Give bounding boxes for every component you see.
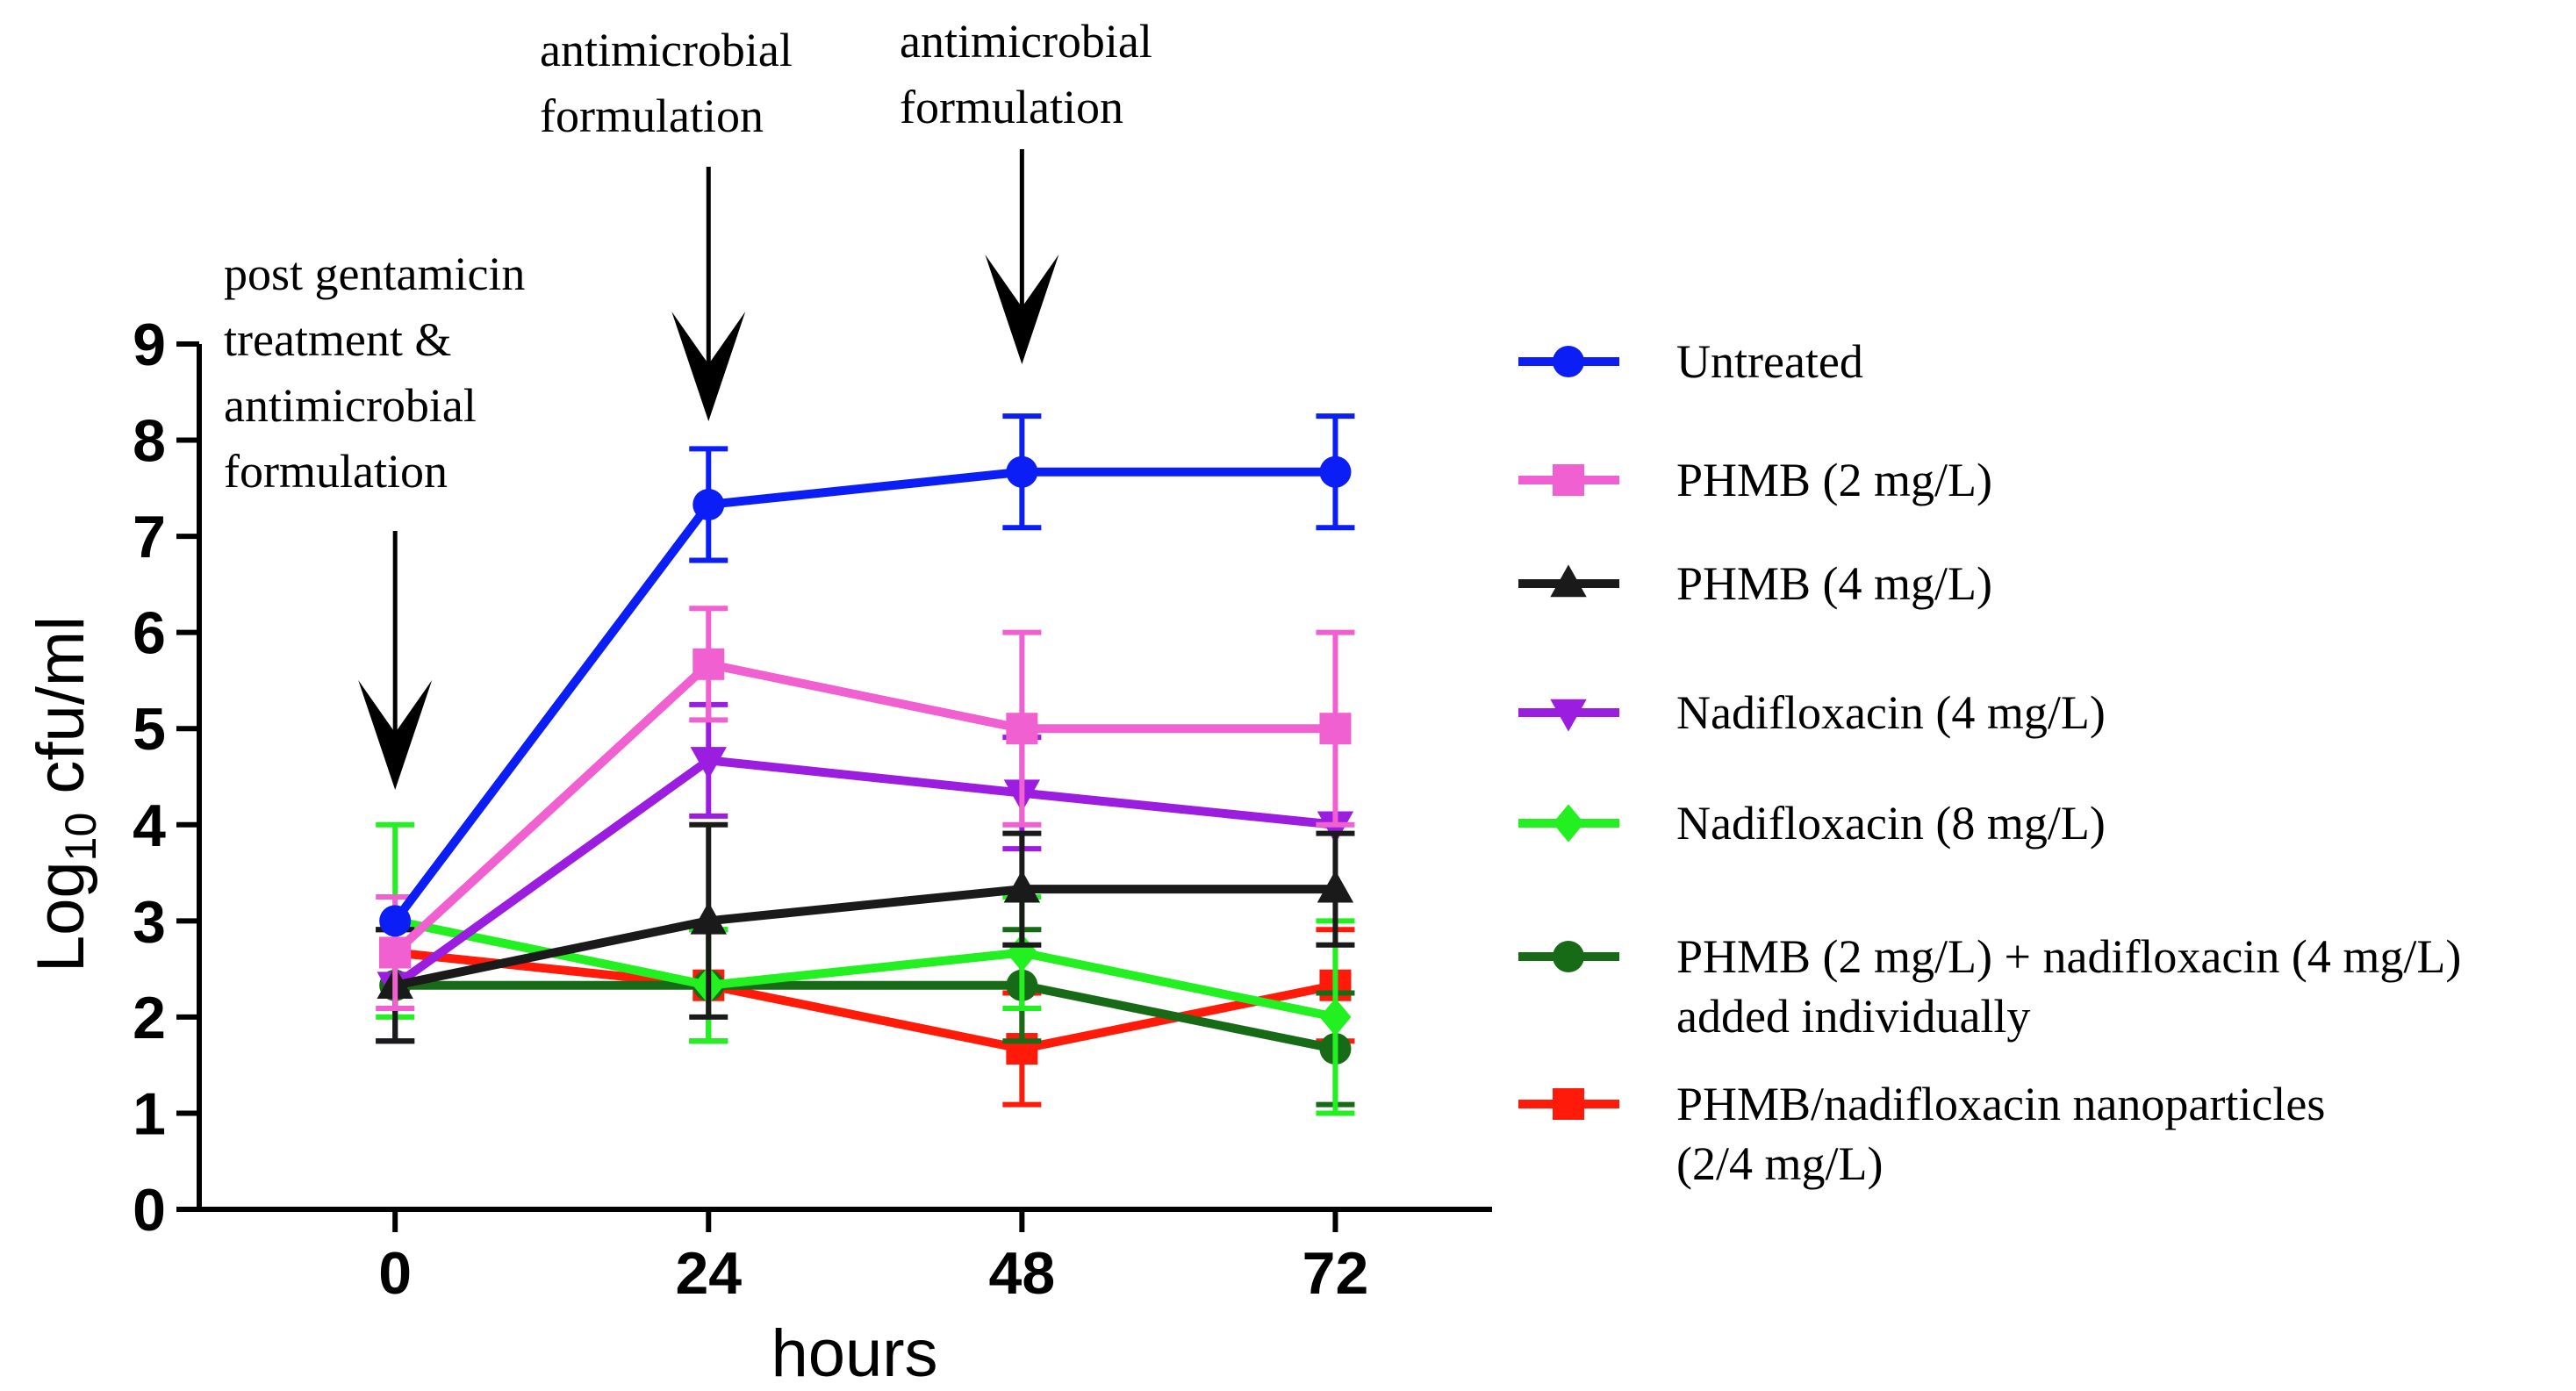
data-point: [379, 936, 412, 969]
x-tick-label: 0: [378, 1240, 412, 1307]
series-0: [379, 413, 1355, 937]
y-axis-title-main: Log: [24, 861, 98, 972]
data-point: [1319, 998, 1352, 1036]
legend-swatch-marker: [1553, 346, 1584, 377]
annotation-text: antimicrobial: [540, 24, 793, 76]
legend-item: PHMB/nadifloxacin nanoparticles (2/4 mg/L…: [1518, 1078, 2325, 1190]
series-line: [391, 467, 1336, 924]
legend-swatch-marker: [1553, 804, 1584, 842]
legend-label: Nadifloxacin (4 mg/L): [1676, 686, 2106, 739]
y-axis-title: Log10 cfu/ml: [24, 616, 105, 972]
x-tick-label: 72: [1302, 1240, 1369, 1307]
y-axis-title-rest: cfu/ml: [24, 616, 98, 813]
axes: 0 1 2 3 4 5 6 7 8 9 0 24 48 72: [133, 312, 1492, 1307]
legend-swatch-marker: [1550, 699, 1587, 732]
legend-label: PHMB (4 mg/L): [1676, 557, 1992, 610]
legend-swatch-marker: [1553, 464, 1584, 496]
data-point: [1006, 455, 1038, 488]
annotation-text: antimicrobial: [224, 379, 477, 432]
data-point: [1003, 870, 1041, 903]
legend-item: Untreated: [1518, 335, 1863, 388]
y-tick-label: 5: [133, 696, 166, 763]
legend-swatch-marker: [1550, 564, 1587, 598]
annotation-arrow-head: [671, 312, 746, 421]
series-line: [395, 980, 1337, 1053]
legend-swatch-marker: [1553, 1088, 1584, 1120]
data-point: [692, 648, 725, 680]
series-1: [376, 606, 1355, 1012]
annotation-text: formulation: [224, 445, 448, 498]
series-line: [391, 659, 1336, 957]
data-point: [1319, 713, 1352, 745]
legend: Untreated PHMB (2 mg/L) PHMB (4 mg/L) Nadif…: [1518, 335, 2461, 1190]
data-point: [692, 488, 725, 520]
series-2: [376, 821, 1355, 1044]
series-line: [392, 756, 1336, 989]
data-point: [1319, 455, 1352, 488]
annotation-text: formulation: [900, 81, 1123, 133]
annotation: post gentamicin treatment & antimicrobial f…: [224, 247, 525, 790]
y-tick-label: 6: [133, 600, 166, 667]
legend-label: PHMB (2 mg/L): [1676, 454, 1992, 506]
y-tick-label: 2: [133, 985, 166, 1051]
y-tick-label: 1: [133, 1080, 166, 1147]
legend-item: PHMB (4 mg/L): [1518, 557, 1992, 610]
data-point: [690, 747, 727, 779]
annotation-text: antimicrobial: [900, 15, 1152, 68]
annotation: antimicrobial formulation: [540, 24, 793, 421]
y-axis-title-sub: 10: [56, 813, 105, 862]
legend-label: PHMB/nadifloxacin nanoparticles: [1676, 1078, 2325, 1130]
x-axis-title: hours: [771, 1316, 937, 1391]
x-tick-label: 48: [989, 1240, 1056, 1307]
legend-swatch-marker: [1553, 941, 1584, 972]
annotations: post gentamicin treatment & antimicrobial f…: [224, 15, 1152, 790]
y-tick-label: 9: [133, 312, 166, 378]
annotation: antimicrobial formulation: [900, 15, 1152, 364]
y-tick-label: 0: [133, 1177, 166, 1244]
y-tick-label: 8: [133, 408, 166, 475]
y-tick-label: 3: [133, 888, 166, 955]
legend-label: Untreated: [1676, 335, 1863, 388]
legend-label: Nadifloxacin (8 mg/L): [1676, 797, 2106, 850]
annotation-arrow-head: [358, 680, 433, 790]
y-tick-label: 7: [133, 504, 166, 570]
data-point: [379, 905, 412, 937]
legend-label-line2: added individually: [1676, 990, 2030, 1043]
x-tick-label: 24: [675, 1240, 742, 1307]
legend-item: Nadifloxacin (4 mg/L): [1518, 686, 2106, 739]
legend-item: PHMB (2 mg/L): [1518, 454, 1992, 506]
series-group: [376, 413, 1355, 1116]
data-point: [690, 901, 727, 935]
data-point: [1006, 713, 1038, 745]
annotation-arrow-head: [985, 255, 1059, 364]
legend-label-line2: (2/4 mg/L): [1676, 1137, 1883, 1190]
data-point: [1317, 811, 1354, 844]
annotation-text: post gentamicin: [224, 247, 525, 300]
data-point: [1317, 870, 1354, 903]
series-line: [394, 885, 1336, 990]
annotation-text: treatment &: [224, 313, 451, 366]
legend-label: PHMB (2 mg/L) + nadifloxacin (4 mg/L): [1676, 930, 2461, 983]
legend-item: PHMB (2 mg/L) + nadifloxacin (4 mg/L) add…: [1518, 930, 2461, 1043]
legend-item: Nadifloxacin (8 mg/L): [1518, 797, 2106, 850]
annotation-text: formulation: [540, 90, 764, 142]
y-tick-label: 4: [133, 792, 166, 859]
